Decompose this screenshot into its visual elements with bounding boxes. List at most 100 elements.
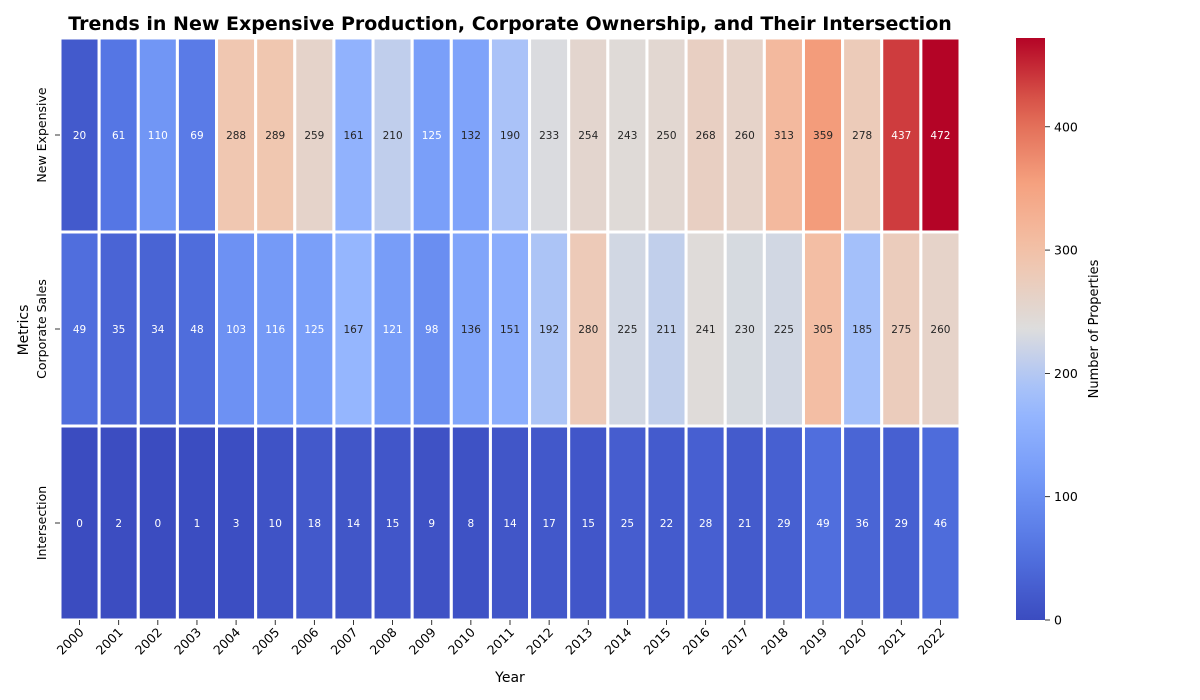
heatmap-cell: [645, 36, 688, 234]
heatmap-cell: [410, 36, 453, 234]
cell-value-label: 10: [269, 518, 282, 530]
cell-value-label: 28: [699, 518, 712, 530]
heatmap-cell: [723, 424, 766, 622]
x-tick-label: 2017: [719, 625, 752, 658]
cell-value-label: 161: [343, 130, 363, 142]
x-tick-label: 2018: [758, 624, 791, 657]
cell-value-label: 8: [468, 518, 475, 530]
colorbar-tick-label: 400: [1054, 119, 1078, 134]
heatmap-cell: [801, 424, 845, 622]
cell-value-label: 0: [154, 518, 161, 530]
cell-value-label: 167: [343, 324, 363, 336]
cell-value-label: 260: [930, 324, 950, 336]
x-tick-label: 2007: [327, 625, 360, 658]
heatmap-cell: [919, 230, 962, 428]
x-tick-label: 2020: [836, 624, 869, 657]
colorbar-tick-label: 0: [1054, 613, 1062, 628]
cell-value-label: 14: [503, 518, 517, 530]
cell-value-label: 29: [777, 518, 790, 530]
cell-value-label: 22: [660, 518, 673, 530]
cell-value-label: 21: [738, 518, 751, 530]
cell-value-label: 25: [621, 518, 634, 530]
heatmap-cells: 20 61 110 69 288 289 259 161 210 125 132 190 233 254 2…: [58, 36, 962, 622]
y-tick-label: New Expensive: [34, 87, 49, 182]
x-tick-label: 2019: [797, 624, 830, 657]
cell-value-label: 110: [148, 130, 168, 142]
cell-value-label: 2: [115, 518, 122, 530]
cell-value-label: 288: [226, 130, 246, 142]
heatmap-cell: [254, 230, 297, 428]
heatmap-cell: [215, 424, 258, 622]
cell-value-label: 210: [383, 130, 403, 142]
heatmap-cell: [371, 424, 414, 622]
colorbar-tick-label: 300: [1054, 243, 1078, 258]
cell-value-label: 3: [233, 518, 240, 530]
x-tick-label: 2001: [93, 625, 126, 658]
heatmap-cell: [880, 36, 923, 234]
cell-value-label: 225: [617, 324, 637, 336]
x-tick-label: 2005: [249, 625, 282, 658]
cell-value-label: 151: [500, 324, 520, 336]
heatmap-cell: [528, 424, 571, 622]
cell-value-label: 46: [934, 518, 948, 530]
cell-value-label: 243: [617, 130, 637, 142]
cell-value-label: 305: [813, 324, 833, 336]
colorbar-ticks: 0 100 200 300 400: [1045, 119, 1078, 628]
heatmap-cell: [332, 36, 375, 234]
heatmap-cell: [567, 36, 610, 234]
heatmap-cell: [801, 36, 845, 234]
heatmap-cell: [528, 230, 571, 428]
y-tick-label: Intersection: [34, 486, 49, 560]
cell-value-label: 116: [265, 324, 285, 336]
cell-value-label: 34: [151, 324, 165, 336]
cell-value-label: 35: [112, 324, 125, 336]
heatmap-cell: [919, 36, 962, 234]
x-tick-label: 2009: [406, 624, 439, 657]
cell-value-label: 18: [308, 518, 321, 530]
heatmap-cell: [762, 36, 805, 234]
x-tick-label: 2015: [641, 625, 674, 658]
cell-value-label: 29: [895, 518, 908, 530]
chart-title: Trends in New Expensive Production, Corp…: [68, 13, 952, 35]
heatmap-cell: [606, 424, 649, 622]
cell-value-label: 437: [891, 130, 911, 142]
cell-value-label: 20: [73, 130, 86, 142]
heatmap-cell: [410, 424, 453, 622]
x-tick-label: 2011: [484, 625, 517, 658]
cell-value-label: 98: [425, 324, 438, 336]
cell-value-label: 233: [539, 130, 559, 142]
cell-value-label: 260: [735, 130, 755, 142]
cell-value-label: 268: [696, 130, 716, 142]
heatmap-cell: [332, 424, 375, 622]
cell-value-label: 9: [428, 518, 435, 530]
x-tick-label: 2006: [288, 624, 321, 657]
cell-value-label: 250: [656, 130, 676, 142]
x-tick-label: 2012: [523, 625, 556, 658]
cell-value-label: 132: [461, 130, 481, 142]
heatmap-cell: [175, 230, 219, 428]
cell-value-label: 289: [265, 130, 285, 142]
cell-value-label: 275: [891, 324, 911, 336]
cell-value-label: 136: [461, 324, 481, 336]
cell-value-label: 254: [578, 130, 598, 142]
cell-value-label: 125: [422, 130, 442, 142]
cell-value-label: 1: [194, 518, 201, 530]
x-tick-label: 2002: [132, 625, 165, 658]
heatmap-cell: [97, 424, 140, 622]
cell-value-label: 36: [855, 518, 869, 530]
y-axis-label: Metrics: [16, 305, 32, 356]
cell-value-label: 313: [774, 130, 794, 142]
heatmap-cell: [175, 424, 219, 622]
x-tick-labels: 2000 2001 2002 2003 2004 2005 2006 2007 2008 2009…: [54, 620, 948, 658]
cell-value-label: 17: [542, 518, 555, 530]
cell-value-label: 103: [226, 324, 246, 336]
heatmap-cell: [488, 36, 532, 234]
cell-value-label: 61: [112, 130, 125, 142]
cell-value-label: 125: [304, 324, 324, 336]
cell-value-label: 0: [76, 518, 83, 530]
heatmap-cell: [332, 230, 375, 428]
heatmap-cell: [880, 424, 923, 622]
x-tick-label: 2008: [367, 624, 400, 657]
cell-value-label: 48: [190, 324, 203, 336]
